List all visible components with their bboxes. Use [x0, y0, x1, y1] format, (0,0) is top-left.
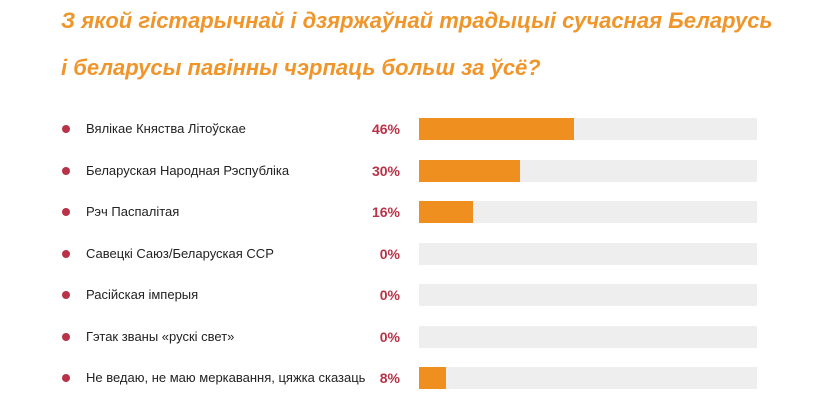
bar-row: Рэч Паспалітая 16% [0, 201, 820, 223]
value-label: 46% [371, 121, 400, 137]
category-label: Гэтак званы «рускі свет» [86, 329, 235, 344]
bar-track [419, 118, 757, 140]
bar-row: Беларуская Народная Рэспубліка 30% [0, 160, 820, 182]
category-label: Не ведаю, не маю меркавання, цяжка сказа… [86, 370, 366, 385]
bar-track [419, 326, 757, 348]
bullet-icon [62, 333, 70, 341]
category-label: Расійская імперыя [86, 287, 199, 302]
bar [419, 118, 574, 140]
category-label: Савецкі Саюз/Беларуская ССР [86, 246, 274, 261]
bar-row: Гэтак званы «рускі свет» 0% [0, 326, 820, 348]
value-label: 0% [379, 287, 400, 303]
bar-row: Расійская імперыя 0% [0, 284, 820, 306]
bar-row: Не ведаю, не маю меркавання, цяжка сказа… [0, 367, 820, 389]
bar-track [419, 201, 757, 223]
chart-title-line-1: З якой гістарычнай і дзяржаўнай традыцыі… [61, 8, 773, 33]
value-label: 16% [371, 204, 400, 220]
value-label: 30% [371, 163, 400, 179]
bar-track [419, 160, 757, 182]
bullet-icon [62, 167, 70, 175]
bullet-icon [62, 374, 70, 382]
value-label: 0% [379, 246, 400, 262]
bullet-icon [62, 250, 70, 258]
value-label: 0% [379, 329, 400, 345]
bar-row: Вялікае Княства Літоўскае 46% [0, 118, 820, 140]
bar [419, 201, 473, 223]
bullet-icon [62, 125, 70, 133]
chart-title-line-2: і беларусы павінны чэрпаць больш за ўсё? [61, 55, 541, 80]
bullet-icon [62, 291, 70, 299]
category-label: Рэч Паспалітая [86, 204, 180, 219]
bar-track [419, 284, 757, 306]
bar [419, 160, 520, 182]
bullet-icon [62, 208, 70, 216]
bar-row: Савецкі Саюз/Беларуская ССР 0% [0, 243, 820, 265]
category-label: Беларуская Народная Рэспубліка [86, 163, 290, 178]
bar-track [419, 243, 757, 265]
category-label: Вялікае Княства Літоўскае [86, 121, 246, 136]
bar-track [419, 367, 757, 389]
bar [419, 367, 446, 389]
value-label: 8% [379, 370, 400, 386]
